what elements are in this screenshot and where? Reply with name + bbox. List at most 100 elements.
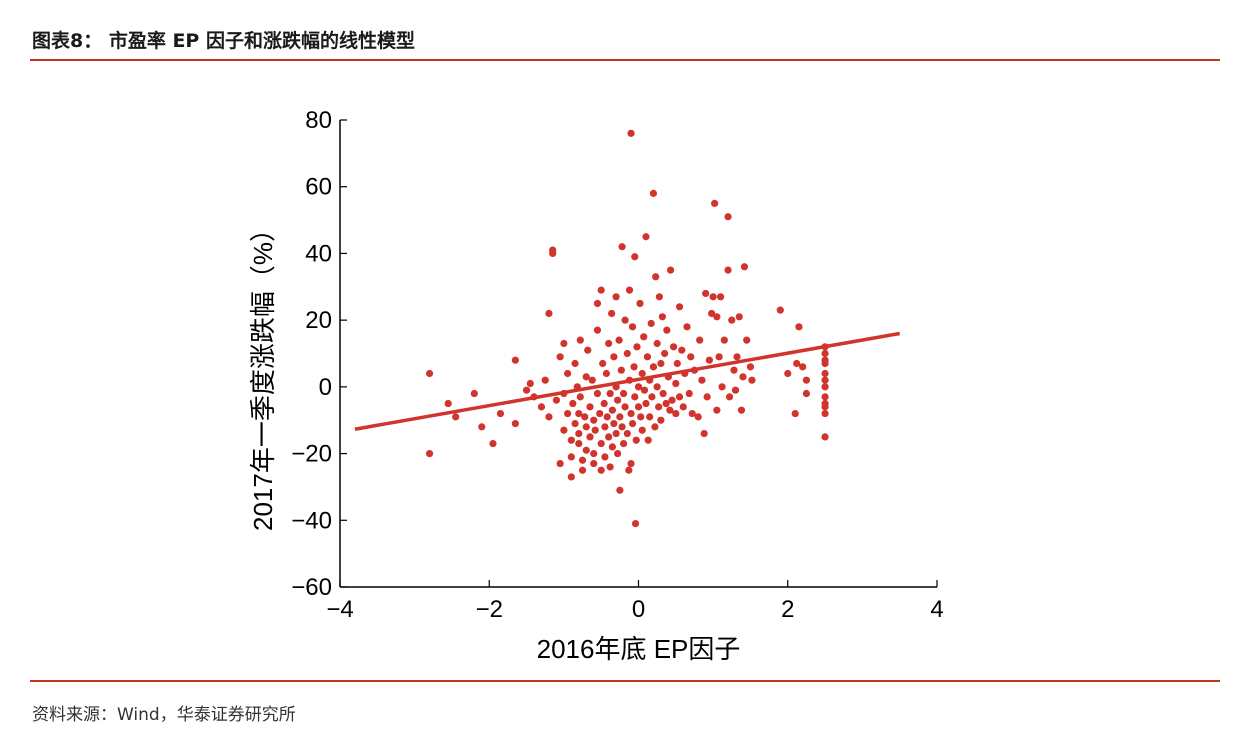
data-point xyxy=(735,313,743,321)
data-point xyxy=(522,386,531,394)
data-point xyxy=(638,369,646,378)
data-point xyxy=(657,359,665,368)
data-point xyxy=(597,286,605,294)
data-point xyxy=(737,406,746,414)
data-point xyxy=(776,306,784,314)
y-tick-label: 0 xyxy=(319,374,332,401)
data-point xyxy=(715,353,723,361)
data-point xyxy=(608,406,616,414)
data-point xyxy=(713,406,721,414)
data-point xyxy=(567,436,575,444)
data-point xyxy=(784,369,792,378)
data-point xyxy=(601,423,609,431)
data-point xyxy=(541,376,549,384)
data-point xyxy=(683,323,691,331)
data-point xyxy=(743,336,751,344)
data-point xyxy=(672,379,680,388)
data-point xyxy=(549,249,557,258)
y-tick-label: 20 xyxy=(305,307,332,334)
data-point xyxy=(713,313,721,321)
footer-divider xyxy=(30,680,1220,682)
data-point xyxy=(647,319,655,328)
data-point xyxy=(632,436,640,444)
data-point xyxy=(668,396,676,404)
data-point xyxy=(700,429,708,438)
data-point xyxy=(597,439,605,448)
data-point xyxy=(634,403,643,411)
data-point xyxy=(619,439,628,448)
data-point xyxy=(821,369,829,378)
data-point xyxy=(746,363,755,371)
data-point xyxy=(582,373,590,381)
data-point xyxy=(526,379,534,388)
data-point xyxy=(821,359,829,368)
data-point xyxy=(545,413,553,421)
data-point xyxy=(642,233,650,241)
data-point xyxy=(802,376,811,384)
data-point xyxy=(705,356,713,364)
data-point xyxy=(575,439,583,448)
data-point xyxy=(610,419,618,428)
data-point xyxy=(601,453,609,461)
data-point xyxy=(631,393,639,401)
data-point xyxy=(588,376,596,384)
data-point xyxy=(612,293,620,301)
y-tick-label: 80 xyxy=(305,107,332,134)
data-point xyxy=(575,429,583,438)
data-point xyxy=(625,286,634,294)
data-point xyxy=(597,466,605,474)
data-point xyxy=(616,486,624,494)
data-point xyxy=(567,453,575,461)
data-point xyxy=(643,353,652,361)
data-point xyxy=(511,356,519,364)
data-point xyxy=(653,339,661,348)
data-point xyxy=(627,409,635,418)
data-point xyxy=(642,399,650,408)
data-point xyxy=(591,426,599,434)
data-point xyxy=(614,449,622,458)
data-point xyxy=(791,409,799,418)
data-point xyxy=(599,359,607,368)
data-point xyxy=(702,289,710,298)
data-point xyxy=(571,419,579,428)
data-point xyxy=(655,293,663,301)
data-point xyxy=(569,399,577,408)
data-point xyxy=(552,396,561,404)
data-point xyxy=(608,309,616,318)
data-point xyxy=(616,413,624,421)
data-point xyxy=(582,423,590,431)
data-point xyxy=(489,439,497,448)
y-axis-label: 2017年一季度涨跌幅（%） xyxy=(248,216,278,531)
data-point xyxy=(649,189,658,197)
data-point xyxy=(564,409,572,418)
data-point xyxy=(748,376,756,384)
data-point xyxy=(593,299,602,308)
data-point xyxy=(634,383,643,391)
data-point xyxy=(586,403,594,411)
data-point xyxy=(644,436,652,444)
data-point xyxy=(728,316,736,324)
data-point xyxy=(606,389,614,398)
data-point xyxy=(821,383,829,391)
data-point xyxy=(593,389,602,398)
data-point xyxy=(619,389,628,398)
data-point xyxy=(688,409,696,418)
data-point xyxy=(627,459,635,468)
data-point xyxy=(663,326,671,334)
data-point xyxy=(511,419,519,428)
data-point xyxy=(605,339,613,348)
data-point xyxy=(648,393,656,401)
data-point xyxy=(687,353,695,361)
data-point xyxy=(708,309,716,318)
regression-line xyxy=(354,331,900,431)
data-point xyxy=(571,359,579,368)
data-point xyxy=(655,403,663,411)
data-point xyxy=(724,213,732,221)
data-point xyxy=(649,363,658,371)
data-point xyxy=(725,393,734,401)
data-point xyxy=(606,463,614,471)
scatter-points xyxy=(425,129,829,528)
data-point xyxy=(821,376,829,384)
data-point xyxy=(661,349,669,358)
